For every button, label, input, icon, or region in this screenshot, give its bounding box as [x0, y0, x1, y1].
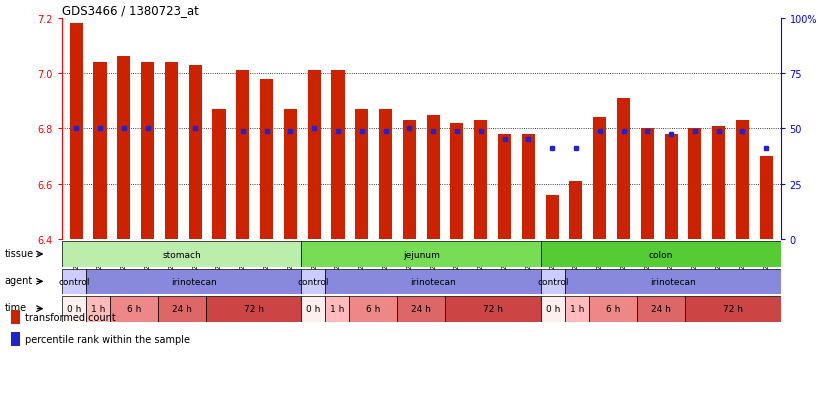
Bar	[11, 310, 21, 324]
Text: colon: colon	[648, 250, 673, 259]
Bar	[712, 126, 725, 240]
Bar	[188, 66, 202, 240]
Bar	[349, 296, 397, 322]
Bar	[355, 110, 368, 240]
Bar	[736, 121, 749, 240]
Bar	[11, 332, 21, 346]
Text: tissue: tissue	[5, 248, 34, 258]
Text: 1 h: 1 h	[570, 304, 584, 313]
Text: percentile rank within the sample: percentile rank within the sample	[25, 334, 190, 344]
Bar	[403, 121, 416, 240]
Bar	[206, 296, 301, 322]
Bar	[325, 296, 349, 322]
Text: 24 h: 24 h	[411, 304, 431, 313]
Bar	[522, 135, 535, 240]
Bar	[141, 63, 154, 240]
Text: 72 h: 72 h	[483, 304, 503, 313]
Text: control: control	[297, 277, 330, 286]
Bar	[301, 296, 325, 322]
Bar	[284, 110, 297, 240]
Bar	[665, 135, 677, 240]
Text: 72 h: 72 h	[244, 304, 263, 313]
Text: 0 h: 0 h	[67, 304, 81, 313]
Bar	[569, 182, 582, 240]
Bar	[307, 71, 320, 240]
Bar	[450, 123, 463, 240]
Bar	[637, 296, 685, 322]
Text: 6 h: 6 h	[366, 304, 381, 313]
Text: 0 h: 0 h	[306, 304, 320, 313]
Bar	[541, 296, 565, 322]
Bar	[541, 242, 781, 267]
Bar	[617, 99, 630, 240]
Bar	[593, 118, 606, 240]
Bar	[589, 296, 637, 322]
Bar	[325, 269, 541, 294]
Bar	[260, 79, 273, 240]
Text: irinotecan: irinotecan	[650, 277, 695, 286]
Bar	[301, 242, 541, 267]
Text: jejunum: jejunum	[403, 250, 439, 259]
Bar	[165, 63, 178, 240]
Text: 1 h: 1 h	[91, 304, 105, 313]
Text: GDS3466 / 1380723_at: GDS3466 / 1380723_at	[62, 5, 199, 17]
Bar	[93, 63, 107, 240]
Bar	[86, 269, 301, 294]
Bar	[541, 269, 565, 294]
Bar	[474, 121, 487, 240]
Bar	[158, 296, 206, 322]
Bar	[62, 242, 301, 267]
Bar	[688, 129, 701, 240]
Bar	[546, 195, 558, 240]
Text: 6 h: 6 h	[605, 304, 620, 313]
Bar	[426, 115, 439, 240]
Text: control: control	[58, 277, 90, 286]
Text: irinotecan: irinotecan	[411, 277, 456, 286]
Bar	[212, 110, 225, 240]
Bar	[565, 296, 589, 322]
Bar	[86, 296, 110, 322]
Text: 24 h: 24 h	[651, 304, 671, 313]
Bar	[69, 24, 83, 240]
Text: 24 h: 24 h	[172, 304, 192, 313]
Text: 1 h: 1 h	[330, 304, 344, 313]
Bar	[445, 296, 541, 322]
Text: 6 h: 6 h	[126, 304, 141, 313]
Text: agent: agent	[5, 275, 33, 285]
Bar	[62, 269, 86, 294]
Bar	[236, 71, 249, 240]
Bar	[397, 296, 445, 322]
Text: time: time	[5, 303, 27, 313]
Bar	[301, 269, 325, 294]
Text: transformed count: transformed count	[25, 312, 116, 322]
Text: 0 h: 0 h	[546, 304, 560, 313]
Bar	[565, 269, 781, 294]
Bar	[331, 71, 344, 240]
Bar	[379, 110, 392, 240]
Text: irinotecan: irinotecan	[171, 277, 216, 286]
Text: 72 h: 72 h	[723, 304, 743, 313]
Bar	[110, 296, 158, 322]
Bar	[62, 296, 86, 322]
Bar	[760, 157, 773, 240]
Text: stomach: stomach	[163, 250, 201, 259]
Bar	[641, 129, 654, 240]
Bar	[685, 296, 781, 322]
Bar	[498, 135, 511, 240]
Bar	[117, 57, 131, 240]
Text: control: control	[537, 277, 569, 286]
